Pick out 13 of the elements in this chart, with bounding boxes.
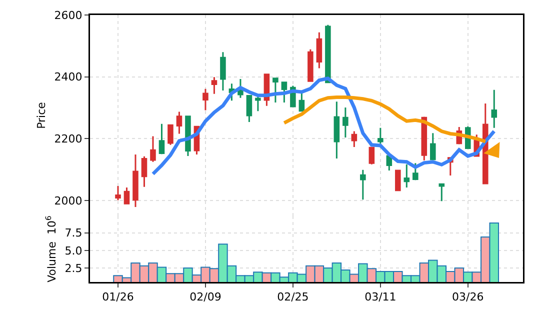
y-axis-title: Price <box>35 102 48 129</box>
y-tick-label: 7.5 <box>64 226 82 240</box>
x-tick-label: 01/26 <box>102 290 134 304</box>
y-tick-label: 2.5 <box>64 262 82 275</box>
y-tick-label: 2400 <box>54 70 82 84</box>
x-tick-label: 02/09 <box>190 290 222 304</box>
y-tick-label: 2600 <box>54 8 82 22</box>
y-tick-label: 2200 <box>54 132 82 146</box>
x-tick-label: 03/11 <box>364 290 396 304</box>
x-tick-label: 02/25 <box>277 290 309 304</box>
x-tick-label: 03/26 <box>452 290 484 304</box>
y-tick-label: 5.0 <box>64 244 82 258</box>
y-tick-label: 2000 <box>54 194 82 208</box>
